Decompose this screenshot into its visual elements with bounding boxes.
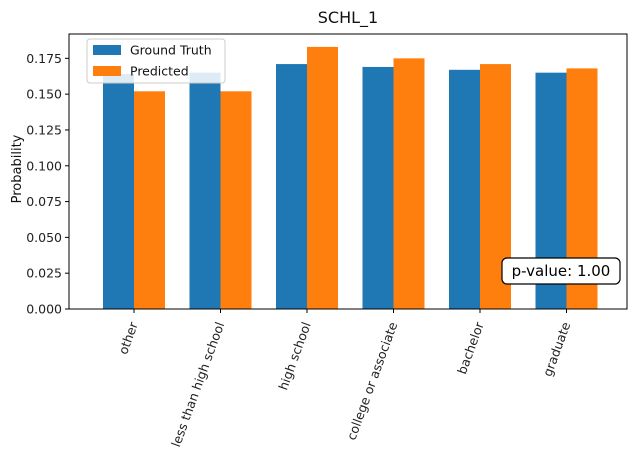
y-tick-label-4: 0.100 [26,158,62,173]
bar-predicted-0 [134,91,165,310]
bar-predicted-3 [393,58,425,310]
bar-ground-truth-4 [449,69,480,310]
y-tick-label-7: 0.175 [26,51,62,66]
y-axis-label: Probability [10,134,25,203]
bar-ground-truth-2 [276,64,307,309]
x-tick-label-5: graduate [540,320,574,379]
axes-frame [68,33,628,310]
x-tick-label-4: bachelor [454,319,487,376]
y-tick-label-3: 0.075 [26,194,62,209]
legend-label-1: Predicted [130,64,189,79]
annotation-box [501,257,621,285]
y-tick-label-5: 0.125 [26,122,62,137]
y-tick-label-0: 0.000 [26,302,62,317]
y-tick-label-1: 0.025 [26,266,62,281]
x-tick-label-2: high school [275,320,313,392]
x-tick-label-1: less than high school [168,320,227,449]
chart-title: SCHL_1 [318,8,378,28]
legend: Ground Truth Predicted [86,38,226,84]
legend-swatch-0 [93,45,121,55]
bar-ground-truth-1 [189,72,221,309]
y-tick-label-6: 0.150 [26,87,62,102]
bar-predicted-2 [307,46,338,309]
bar-ground-truth-0 [103,74,134,310]
y-tick-label-2: 0.050 [26,230,62,245]
x-tick-label-0: other [115,319,141,356]
x-tick-label-3: college or associate [344,320,401,442]
p-value-annotation: p-value: 1.00 [501,257,621,285]
annotation-text: p-value: 1.00 [512,262,611,280]
legend-label-0: Ground Truth [130,43,212,58]
bar-ground-truth-3 [362,66,394,309]
bar-predicted-1 [220,91,252,310]
plot-area: 0.000 0.025 0.050 0.075 0.100 0.125 0.150 0.175… [26,33,628,449]
legend-box [86,38,226,84]
legend-swatch-1 [93,66,121,76]
